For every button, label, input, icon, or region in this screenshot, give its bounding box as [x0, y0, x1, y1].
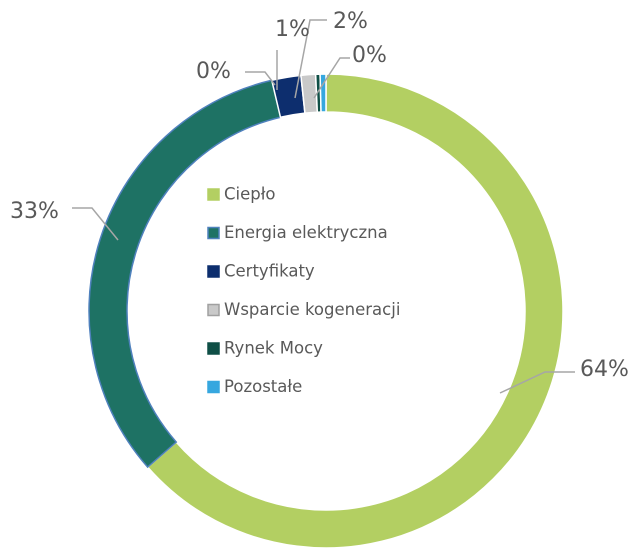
legend-label: Wsparcie kogeneracji	[224, 300, 400, 319]
legend-label: Pozostałe	[224, 377, 302, 396]
legend-label: Rynek Mocy	[224, 339, 323, 358]
legend-label: Ciepło	[224, 185, 276, 204]
donut-slice	[146, 73, 564, 548]
legend-swatch	[207, 226, 220, 240]
data-label: 64%	[580, 357, 629, 382]
data-label: 0%	[352, 43, 387, 68]
legend-swatch	[207, 265, 220, 278]
leader-line	[294, 19, 327, 99]
data-label: 33%	[10, 199, 59, 224]
legend-swatch	[207, 188, 220, 201]
legend-label: Energia elektryczna	[224, 223, 388, 242]
donut-slice	[319, 73, 327, 113]
legend-label: Certyfikaty	[224, 262, 315, 281]
legend-swatch	[207, 303, 220, 317]
data-label: 2%	[333, 9, 368, 34]
leader-line	[245, 71, 276, 86]
leader-line	[72, 207, 119, 241]
leader-line	[499, 371, 575, 394]
legend-swatch	[207, 380, 220, 394]
data-label: 0%	[196, 59, 231, 84]
legend-swatch	[207, 342, 220, 355]
data-label: 1%	[275, 17, 310, 42]
leader-line	[313, 57, 350, 99]
